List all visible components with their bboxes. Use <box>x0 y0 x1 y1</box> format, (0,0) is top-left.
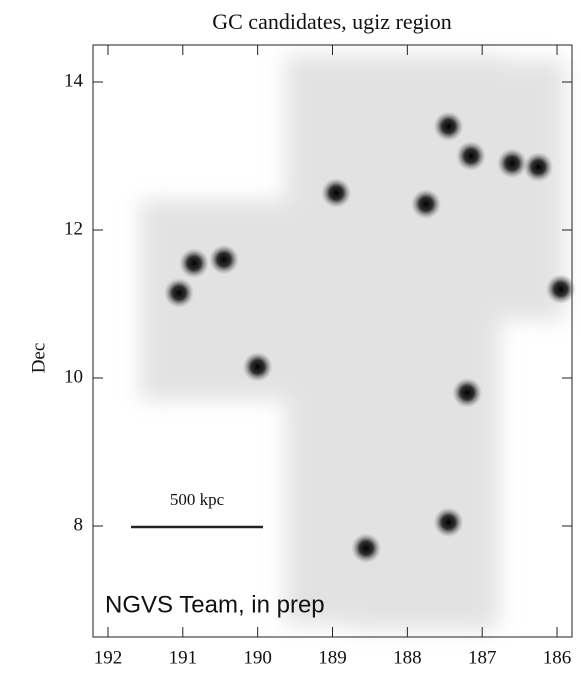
density-peak <box>242 351 273 382</box>
density-peak <box>164 277 195 308</box>
density-peak <box>497 148 528 179</box>
density-peak <box>179 248 210 279</box>
scale-label: 500 kpc <box>170 490 225 509</box>
annotation: NGVS Team, in prep <box>105 591 325 618</box>
y-axis-label: Dec <box>28 343 49 374</box>
density-peak <box>208 244 239 275</box>
density-peak <box>433 507 464 538</box>
x-tick-label: 186 <box>543 647 572 668</box>
x-tick-label: 189 <box>318 647 347 668</box>
x-tick-label: 191 <box>169 647 198 668</box>
x-tick-label: 192 <box>94 647 123 668</box>
density-peak <box>523 152 554 183</box>
x-tick-label: 188 <box>393 647 422 668</box>
y-tick-label: 12 <box>64 218 83 239</box>
y-tick-label: 8 <box>74 514 84 535</box>
density-peak <box>351 533 382 564</box>
density-peak <box>452 377 483 408</box>
density-peak <box>455 141 486 171</box>
density-peak <box>433 111 464 142</box>
y-tick-label: 10 <box>64 366 83 387</box>
y-tick-label: 14 <box>64 70 84 91</box>
density-peak <box>545 274 576 305</box>
density-peak <box>411 189 442 220</box>
x-tick-label: 190 <box>243 647 272 668</box>
chart-title: GC candidates, ugiz region <box>212 9 452 34</box>
x-tick-label: 187 <box>468 647 497 668</box>
density-peak <box>321 178 352 208</box>
